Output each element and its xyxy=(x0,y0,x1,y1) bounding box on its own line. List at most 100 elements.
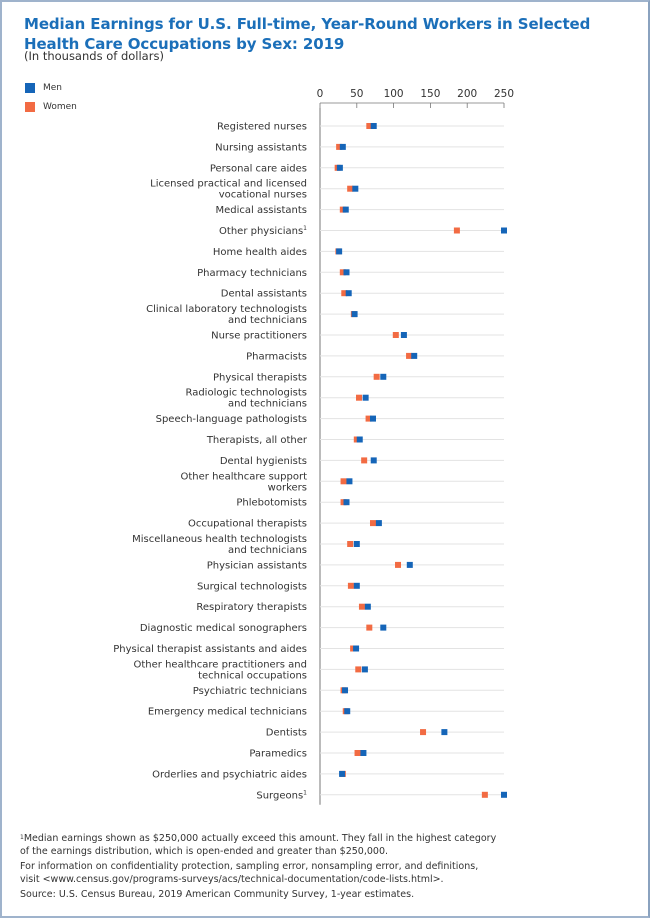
legend-label-men: Men xyxy=(43,83,63,93)
men-marker xyxy=(353,582,360,589)
men-marker xyxy=(362,394,369,401)
men-marker xyxy=(343,499,350,506)
women-marker xyxy=(361,457,368,464)
women-marker xyxy=(347,541,354,547)
men-marker xyxy=(336,164,343,171)
row-label: Pharmacists xyxy=(246,351,307,362)
men-marker xyxy=(351,311,358,318)
men-marker xyxy=(501,791,507,798)
legend-label-women: Women xyxy=(43,102,77,112)
men-marker xyxy=(346,478,353,485)
men-marker xyxy=(339,143,346,150)
row-label: Nurse practitioners xyxy=(211,331,307,342)
row-label: Speech-language pathologists xyxy=(156,414,307,425)
men-marker xyxy=(441,729,448,736)
x-tick-label: 100 xyxy=(384,88,404,100)
row-label: Therapists, all other xyxy=(206,435,308,446)
footnote-1-line-1: Median earnings shown as $250,000 actual… xyxy=(23,833,497,844)
women-marker xyxy=(366,123,373,129)
row-label: and technicians xyxy=(228,399,307,410)
men-marker xyxy=(344,708,351,715)
women-marker xyxy=(453,227,460,234)
men-marker xyxy=(364,603,371,610)
row-label: Surgeons1 xyxy=(256,789,307,801)
women-marker xyxy=(373,373,380,380)
row-label: Psychiatric technicians xyxy=(193,686,307,697)
men-marker xyxy=(345,290,352,297)
women-marker xyxy=(354,750,361,756)
footnote-info: For information on confidentiality prote… xyxy=(20,860,630,886)
row-label: Other healthcare practitioners and xyxy=(134,659,307,670)
chart-subtitle: (In thousands of dollars) xyxy=(24,49,164,63)
row-label: Occupational therapists xyxy=(188,519,307,530)
chart-title-line-1: Median Earnings for U.S. Full-time, Year… xyxy=(24,15,591,33)
x-tick-label: 250 xyxy=(494,88,514,100)
men-marker xyxy=(375,520,382,527)
row-label: Personal care aides xyxy=(210,163,307,174)
row-label: Emergency medical technicians xyxy=(148,707,307,718)
legend-swatch-men xyxy=(25,83,35,93)
row-label: Other healthcare support xyxy=(181,471,308,482)
men-marker xyxy=(360,750,367,756)
row-label: Paramedics xyxy=(249,749,307,760)
row-label: Registered nurses xyxy=(217,122,307,133)
men-marker xyxy=(352,185,359,192)
row-label: Nursing assistants xyxy=(215,142,307,153)
men-marker xyxy=(380,373,387,380)
men-marker xyxy=(342,206,349,213)
women-marker xyxy=(340,478,347,485)
men-marker xyxy=(336,248,343,255)
women-marker xyxy=(347,582,354,589)
row-label: Medical assistants xyxy=(215,205,307,216)
row-label: Physician assistants xyxy=(207,560,307,571)
row-label: and technicians xyxy=(228,545,307,556)
men-marker xyxy=(342,687,349,694)
men-marker xyxy=(361,666,368,673)
x-tick-label: 0 xyxy=(317,88,324,100)
footnote-info-line-2: visit <www.census.gov/programs-surveys/a… xyxy=(20,874,444,885)
row-label: Radiologic technologists xyxy=(185,388,307,399)
legend-item-women: Women xyxy=(25,101,77,113)
women-marker xyxy=(355,666,362,673)
x-tick-label: 50 xyxy=(350,88,363,100)
women-marker xyxy=(395,561,402,568)
footnote-marker: 1 xyxy=(303,225,307,232)
men-marker xyxy=(370,123,377,129)
footnote-source: Source: U.S. Census Bureau, 2019 America… xyxy=(20,889,415,900)
row-label: Surgical technologists xyxy=(197,581,307,592)
row-label: Dental assistants xyxy=(221,289,307,300)
men-marker xyxy=(380,624,387,631)
men-marker xyxy=(406,561,413,568)
footnote-1-line-2: of the earnings distribution, which is o… xyxy=(20,846,389,857)
footnotes: 1Median earnings shown as $250,000 actua… xyxy=(20,832,630,903)
footnote-1-marker: 1 xyxy=(20,834,24,841)
row-label: Physical therapists xyxy=(213,372,307,383)
row-label: vocational nurses xyxy=(219,190,307,201)
row-label: Respiratory therapists xyxy=(196,602,307,613)
x-tick-label: 150 xyxy=(420,88,440,100)
legend-swatch-women xyxy=(25,102,35,112)
row-label: Diagnostic medical sonographers xyxy=(140,623,307,634)
women-marker xyxy=(356,394,363,401)
row-label: workers xyxy=(268,482,307,493)
women-marker xyxy=(481,791,488,798)
men-marker xyxy=(353,645,360,652)
men-marker xyxy=(400,332,407,338)
row-label: Licensed practical and licensed xyxy=(150,179,307,190)
row-label: Physical therapist assistants and aides xyxy=(113,644,307,655)
men-marker xyxy=(343,269,350,276)
chart-title-line-2: Health Care Occupations by Sex: 2019 xyxy=(24,35,345,53)
footnote-info-line-1: For information on confidentiality prote… xyxy=(20,861,479,872)
row-label: technical occupations xyxy=(198,670,307,681)
footnote-marker: 1 xyxy=(303,789,307,796)
men-marker xyxy=(411,352,418,359)
men-marker xyxy=(339,770,346,777)
row-label: Dental hygienists xyxy=(220,456,307,467)
row-label: Dentists xyxy=(266,728,307,739)
row-label: Other physicians1 xyxy=(219,225,307,237)
women-marker xyxy=(341,290,348,297)
row-label: Pharmacy technicians xyxy=(197,268,307,279)
row-label: Miscellaneous health technologists xyxy=(132,534,307,545)
women-marker xyxy=(392,332,399,338)
